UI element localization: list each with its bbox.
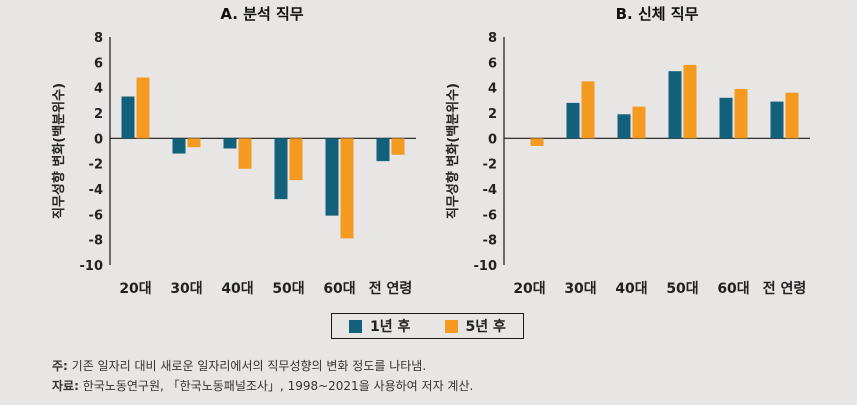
panel-b-ytick-label: -2 [483,158,497,173]
panel-a-category-label: 60대 [323,281,355,297]
legend-swatch-5y [444,319,458,333]
panel-b-bar-5y [785,92,799,139]
panel-a-ytick-label: 0 [94,132,103,147]
charts-canvas: A. 분석 직무 8 6 4 2 0 -2 -4 -6 -8 -10 직무성향 변화(백분위수) 20대… [51,5,810,297]
source-text: 한국노동연구원, 「한국노동패널조사」, 1998~2021을 사용하여 저자 … [78,379,474,393]
panel-a-ytick-label: 2 [94,107,103,122]
panel-a-bar-5y [238,138,252,169]
panel-a-bar-5y [289,138,303,181]
panel-b-bar-1y [770,101,784,139]
panel-a-ytick-label: 4 [94,82,103,97]
panel-a-title: A. 분석 직무 [220,5,303,23]
panel-a-category-label: 전 연령 [369,280,413,297]
panel-a-ytick-label: -6 [89,208,103,223]
panel-b-ytick-label: 0 [488,132,497,147]
legend-item-5y: 5년 후 [444,316,506,336]
panel-b-ytick-label: 6 [488,56,497,71]
panel-b-ytick-label: 4 [488,82,497,97]
panel-b-bar-5y [683,64,697,139]
legend: 1년 후 5년 후 [331,313,524,339]
panel-b-category-label: 전 연령 [763,280,807,297]
panel-a-bar-5y [136,77,150,139]
panel-a-ytick-label: 8 [94,31,103,46]
panel-b-category-label: 40대 [615,281,647,297]
panel-a-category-label: 30대 [170,281,202,297]
note-label: 주: [52,359,68,373]
panel-a-bar-5y [187,138,201,148]
panel-a-category-label: 40대 [221,281,253,297]
notes: 주: 기존 일자리 대비 새로운 일자리에서의 직무성향의 변화 정도를 나타냄… [52,356,473,396]
panel-a-ytick-label: -10 [80,259,104,274]
panel-b-ytick-label: 2 [488,107,497,122]
panel-b-ytick-label: 8 [488,31,497,46]
panel-a-bar-1y [274,138,288,200]
panel-a-category-label: 50대 [272,281,304,297]
legend-swatch-1y [349,319,363,333]
legend-item-1y: 1년 후 [349,316,410,336]
panel-a-bar-1y [376,138,390,162]
panel-b-bar-5y [530,138,544,146]
panel-a-bar-5y [340,138,354,239]
legend-label-1y: 1년 후 [370,319,411,335]
panel-b-category-label: 60대 [717,281,749,297]
note-text: 기존 일자리 대비 새로운 일자리에서의 직무성향의 변화 정도를 나타냄. [67,359,427,373]
source-label: 자료: [52,379,79,393]
panel-a-bar-1y [223,138,237,149]
panel-a-category-label: 20대 [119,281,151,297]
panel-b-ytick-label: -4 [483,183,497,198]
panel-b-y-axis-label: 직무성향 변화(백분위수) [445,83,461,219]
source-line: 자료: 한국노동연구원, 「한국노동패널조사」, 1998~2021을 사용하여… [52,376,473,396]
legend-label-5y: 5년 후 [465,319,506,335]
panel-a-ytick-label: -2 [89,158,103,173]
panel-a-bar-1y [121,96,135,139]
panel-a-bar-5y [391,138,405,155]
panel-b-category-label: 50대 [666,281,698,297]
panel-a-ytick-label: -8 [89,234,103,249]
panel-b-bar-5y [734,88,748,139]
panel-b-ytick-label: -10 [474,259,498,274]
panel-a-y-axis-label: 직무성향 변화(백분위수) [51,83,67,219]
panel-a-bar-1y [172,138,186,154]
panel-b-ytick-label: -6 [483,208,497,223]
panel-b-title: B. 신체 직무 [616,5,699,23]
panel-a-bar-1y [325,138,339,216]
panel-a-ytick-label: -4 [89,183,103,198]
panel-b-bar-5y [581,81,595,139]
note-line: 주: 기존 일자리 대비 새로운 일자리에서의 직무성향의 변화 정도를 나타냄… [52,356,473,376]
panel-b-bar-1y [719,97,733,139]
panel-b-bar-1y [668,71,682,139]
panel-b-ytick-label: -8 [483,234,497,249]
panel-a-ytick-label: 6 [94,56,103,71]
panel-b-category-label: 30대 [564,281,596,297]
panel-b-bar-1y [566,102,580,139]
panel-b-bar-5y [632,106,646,139]
panel-b-bar-1y [617,114,631,139]
panel-b-category-label: 20대 [513,281,545,297]
